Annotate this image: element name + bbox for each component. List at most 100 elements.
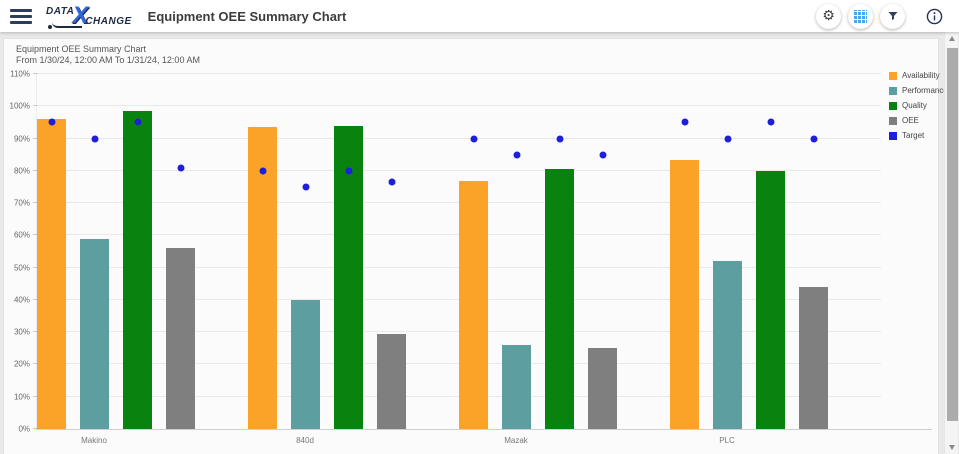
target-dot-quality-plc: [767, 118, 774, 126]
legend-label: Availability: [902, 71, 940, 80]
y-axis-label: 70%: [13, 198, 30, 208]
gear-icon: ⚙: [822, 8, 835, 24]
target-dot-availability-makino: [48, 118, 55, 126]
legend-swatch: [889, 101, 897, 110]
bar-availability-840d: [248, 127, 277, 429]
y-axis-label: 100%: [9, 101, 30, 111]
y-axis-tick: [33, 169, 37, 171]
bar-availability-makino: [37, 119, 66, 429]
gridline: [37, 169, 881, 171]
y-axis-label: 110%: [10, 69, 30, 79]
target-dot-quality-mazak: [556, 135, 563, 143]
target-dot-availability-mazak: [470, 135, 477, 143]
header-actions: ⚙: [816, 3, 949, 29]
hamburger-icon: [10, 20, 32, 24]
legend-swatch: [889, 71, 897, 80]
x-axis-label: Mazak: [504, 436, 528, 445]
gridline: [37, 137, 881, 139]
x-axis-label: PLC: [719, 436, 735, 445]
y-axis-tick: [33, 73, 37, 74]
settings-button[interactable]: ⚙: [816, 3, 841, 29]
y-axis-label: 20%: [13, 359, 30, 369]
scroll-down-button[interactable]: [945, 441, 958, 454]
y-axis-label: 40%: [13, 295, 30, 305]
y-axis-tick: [33, 331, 37, 333]
menu-button[interactable]: [10, 8, 32, 24]
legend-item-quality[interactable]: Quality: [889, 101, 948, 110]
arrow-up-icon: [948, 36, 955, 41]
plot-area: 0% 10% 20% 30% 40% 50% 60% 70% 80% 90% 100% 110% Mak…: [10, 70, 881, 445]
chart-legend: Availability Performance Quality OEE Target: [889, 71, 948, 140]
hamburger-icon: [10, 14, 32, 18]
chart-subtitle: From 1/30/24, 12:00 AM To 1/31/24, 12:00…: [16, 55, 200, 65]
legend-label: OEE: [902, 116, 919, 125]
bar-quality-mazak: [545, 169, 574, 429]
bar-oee-makino: [166, 248, 195, 429]
scroll-up-button[interactable]: [945, 32, 958, 45]
bar-quality-840d: [334, 125, 363, 429]
gridline: [37, 73, 881, 74]
x-axis-label: 840d: [296, 436, 314, 445]
target-dot-performance-mazak: [513, 151, 520, 159]
bar-oee-plc: [799, 287, 828, 429]
info-icon: [926, 8, 943, 25]
category-group-plc: PLC: [670, 74, 881, 445]
bar-quality-plc: [756, 170, 785, 429]
bar-performance-mazak: [502, 345, 531, 429]
target-dot-oee-plc: [810, 135, 817, 143]
bar-availability-mazak: [459, 180, 488, 429]
target-dot-quality-840d: [345, 167, 352, 175]
target-dot-oee-makino: [177, 164, 184, 172]
y-axis-label: 10%: [13, 392, 30, 402]
target-dot-quality-makino: [134, 118, 141, 126]
y-axis-label: 50%: [13, 263, 30, 273]
logo-swoosh: [48, 22, 82, 29]
target-dot-oee-mazak: [599, 151, 606, 159]
category-group-makino: Makino: [37, 74, 248, 445]
y-axis-label: 0%: [18, 424, 30, 434]
bar-performance-makino: [80, 238, 109, 429]
target-dot-availability-plc: [681, 118, 688, 126]
x-axis-label: Makino: [81, 436, 107, 445]
legend-swatch: [889, 131, 897, 140]
y-axis-label: 30%: [13, 327, 30, 337]
legend-item-oee[interactable]: OEE: [889, 116, 948, 125]
y-axis-tick: [33, 202, 37, 204]
y-axis-tick: [33, 428, 37, 429]
target-dot-availability-840d: [259, 167, 266, 175]
y-axis-tick: [33, 266, 37, 268]
filter-button[interactable]: [880, 3, 905, 29]
legend-label: Target: [902, 131, 925, 140]
hamburger-icon: [10, 8, 32, 12]
grid-view-button[interactable]: [848, 3, 873, 29]
logo-text-change: CHANGE: [85, 15, 132, 27]
scrollbar-thumb[interactable]: [946, 48, 958, 421]
legend-item-performance[interactable]: Performance: [889, 86, 948, 95]
bar-oee-mazak: [588, 348, 617, 429]
y-axis-tick: [33, 234, 37, 236]
gridline: [37, 105, 881, 107]
target-dot-performance-makino: [91, 135, 98, 143]
bar-performance-plc: [713, 261, 742, 429]
y-axis-tick: [33, 395, 37, 397]
vertical-scrollbar[interactable]: [944, 32, 958, 454]
info-button[interactable]: [926, 8, 943, 25]
chart-title: Equipment OEE Summary Chart: [16, 44, 147, 54]
chart-card: Equipment OEE Summary Chart From 1/30/24…: [3, 38, 948, 454]
target-dot-performance-plc: [724, 135, 731, 143]
y-axis-label: 80%: [13, 166, 30, 176]
bar-quality-makino: [123, 111, 152, 429]
y-axis-tick: [33, 298, 37, 300]
target-dot-oee-840d: [388, 178, 395, 186]
y-axis-tick: [33, 363, 37, 365]
page-title: Equipment OEE Summary Chart: [147, 8, 347, 24]
legend-label: Performance: [902, 86, 948, 95]
x-axis-line: [36, 429, 932, 430]
y-axis-label: 60%: [13, 230, 30, 240]
legend-item-availability[interactable]: Availability: [889, 71, 948, 80]
legend-item-target[interactable]: Target: [889, 131, 948, 140]
legend-label: Quality: [902, 101, 927, 110]
filter-icon: [887, 10, 899, 22]
app-header: DATA X CHANGE Equipment OEE Summary Char…: [0, 0, 959, 32]
target-dot-performance-840d: [302, 183, 309, 191]
